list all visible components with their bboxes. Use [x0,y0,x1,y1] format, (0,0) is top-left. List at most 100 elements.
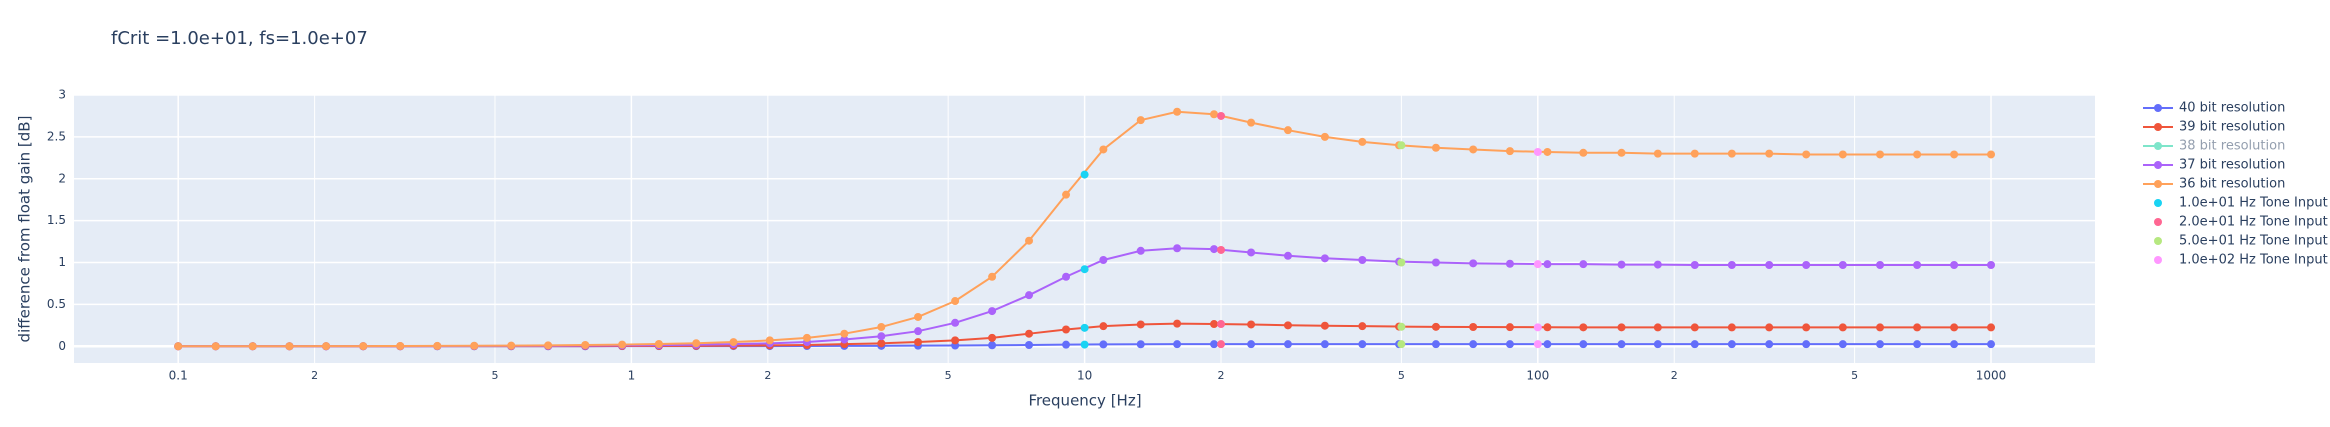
data-point [1247,340,1256,349]
data-point [1080,340,1089,349]
data-point [1876,150,1885,159]
chart-title: fCrit =1.0e+01, fs=1.0e+07 [111,28,368,49]
data-point [1099,340,1108,349]
data-point [1617,323,1626,332]
legend-item[interactable]: 40 bit resolution [2143,101,2285,116]
legend-item[interactable]: 1.0e+01 Hz Tone Input [2154,196,2328,211]
legend-marker [2154,218,2162,226]
data-point [1136,340,1145,349]
data-point [1653,260,1662,269]
data-point [1765,340,1774,349]
data-point [211,342,220,351]
data-point [1950,340,1959,349]
data-point [1533,323,1542,332]
data-point [1838,150,1847,159]
data-point [1765,261,1774,270]
x-tick-label: 5 [491,369,498,382]
data-point [877,339,886,348]
data-point [1358,340,1367,349]
legend-label: 36 bit resolution [2179,177,2285,192]
data-point [1543,340,1552,349]
data-point [1838,323,1847,332]
data-point [1358,255,1367,264]
legend-marker [2154,199,2162,207]
legend-marker [2154,180,2162,188]
data-point [988,333,997,342]
data-point [1617,260,1626,269]
data-point [1358,137,1367,146]
legend-label: 1.0e+02 Hz Tone Input [2179,253,2328,268]
legend-marker [2154,237,2162,245]
data-point [248,342,257,351]
legend-label: 1.0e+01 Hz Tone Input [2179,196,2328,211]
data-point [544,341,553,350]
data-point [1173,244,1182,253]
data-point [1217,111,1226,120]
data-point [1025,291,1034,300]
data-point [1283,321,1292,330]
data-point [729,338,738,347]
x-tick-label: 2 [764,369,771,382]
x-tick-label: 100 [1526,369,1549,383]
data-point [1320,132,1329,141]
data-point [1690,340,1699,349]
data-point [1080,170,1089,179]
legend-item[interactable]: 5.0e+01 Hz Tone Input [2154,234,2328,249]
data-point [1431,322,1440,331]
data-point [507,341,516,350]
data-point [1283,340,1292,349]
legend-item[interactable]: 39 bit resolution [2143,120,2285,135]
y-tick-label: 1.5 [47,213,66,227]
data-point [877,322,886,331]
data-point [1431,340,1440,349]
data-point [840,335,849,344]
data-point [1913,261,1922,270]
data-point [988,272,997,281]
data-point [1283,251,1292,260]
legend-label: 2.0e+01 Hz Tone Input [2179,215,2328,230]
legend-item[interactable]: 38 bit resolution [2143,139,2285,154]
y-axis-label: difference from float gain [dB] [16,116,34,343]
data-point [1617,340,1626,349]
data-point [1025,236,1034,245]
data-point [1358,322,1367,331]
data-point [1136,116,1145,125]
data-point [1765,323,1774,332]
data-point [1727,149,1736,158]
data-point [1320,321,1329,330]
legend-item[interactable]: 37 bit resolution [2143,158,2285,173]
data-point [877,332,886,341]
x-axis-label: Frequency [Hz] [1028,392,1141,410]
data-point [1579,260,1588,269]
legend-item[interactable]: 2.0e+01 Hz Tone Input [2154,215,2328,230]
data-point [1802,261,1811,270]
data-point [914,327,923,336]
legend-marker [2154,142,2162,150]
data-point [1062,340,1071,349]
x-tick-label: 1 [628,369,636,383]
legend-item[interactable]: 1.0e+02 Hz Tone Input [2154,253,2328,268]
data-point [1543,147,1552,156]
data-point [1579,323,1588,332]
data-point [1080,323,1089,332]
x-tick-label: 2 [1671,369,1678,382]
data-point [1505,259,1514,268]
y-tick-label: 2 [58,171,66,185]
data-point [1469,145,1478,154]
data-point [1136,246,1145,255]
data-point [1913,150,1922,159]
data-point [1505,340,1514,349]
data-point [802,333,811,342]
data-point [1099,322,1108,331]
data-point [1987,340,1996,349]
data-point [1653,340,1662,349]
data-point [1247,118,1256,127]
data-point [1802,340,1811,349]
legend-label: 37 bit resolution [2179,158,2285,173]
data-point [1987,150,1996,159]
data-point [1802,323,1811,332]
data-point [1533,147,1542,156]
legend: 40 bit resolution 39 bit resolution 38 bit… [2143,101,2328,268]
legend-item[interactable]: 36 bit resolution [2143,177,2285,192]
data-point [1727,340,1736,349]
